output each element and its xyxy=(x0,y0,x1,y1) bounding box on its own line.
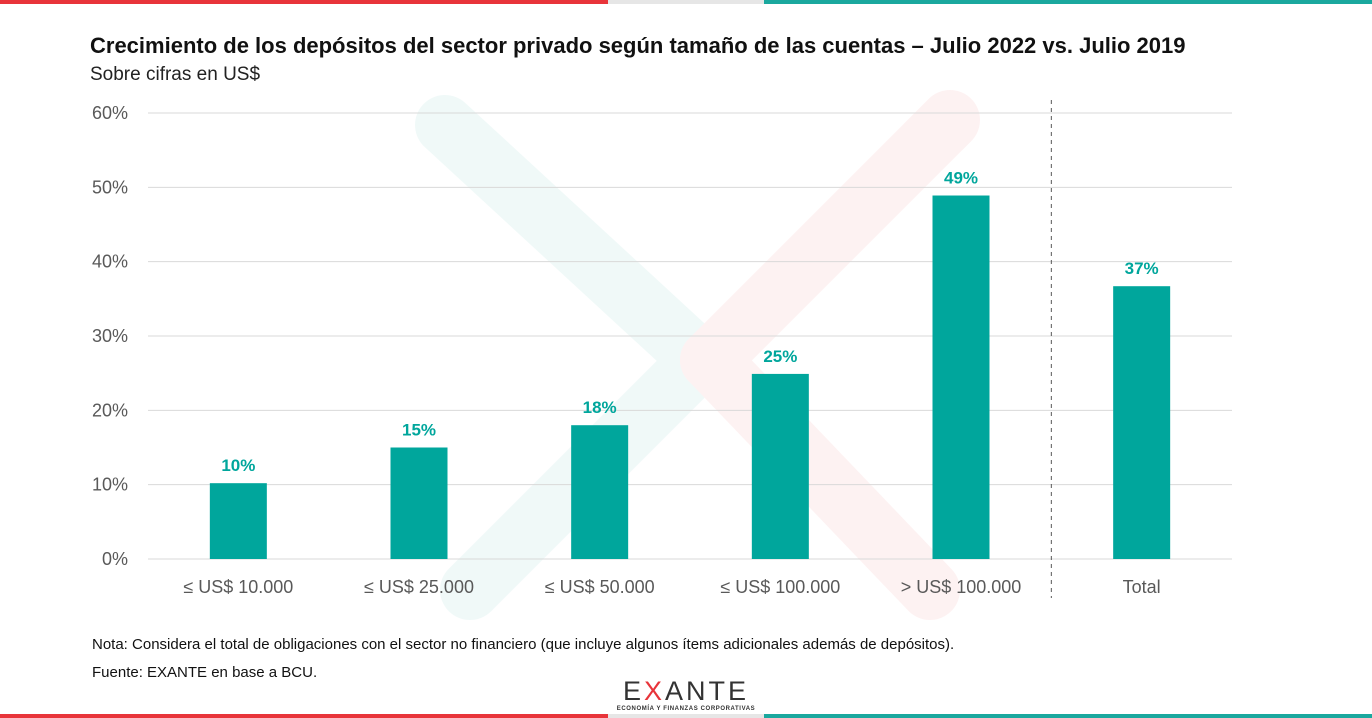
y-tick-label: 30% xyxy=(92,326,128,346)
data-label: 18% xyxy=(583,398,617,417)
bar xyxy=(571,425,629,559)
y-tick-label: 0% xyxy=(102,549,128,569)
y-tick-label: 20% xyxy=(92,400,128,420)
y-tick-label: 60% xyxy=(92,103,128,123)
bar xyxy=(390,447,448,559)
bottom-strip-red xyxy=(0,714,608,718)
logo-wordmark: EXANTE xyxy=(622,676,750,706)
y-tick-label: 10% xyxy=(92,475,128,495)
bar-chart: 0%10%20%30%40%50%60% 10%15%18%25%49%37% … xyxy=(92,90,1232,620)
x-tick-label: ≤ US$ 50.000 xyxy=(545,577,655,597)
data-label: 37% xyxy=(1125,259,1159,278)
data-label: 25% xyxy=(763,347,797,366)
top-strip-red xyxy=(0,0,608,4)
bar xyxy=(1113,286,1171,559)
y-tick-label: 50% xyxy=(92,177,128,197)
y-tick-label: 40% xyxy=(92,252,128,272)
x-tick-label: Total xyxy=(1123,577,1161,597)
exante-logo: EXANTE ECONOMÍA Y FINANZAS CORPORATIVAS xyxy=(612,676,760,716)
bottom-strip-grey xyxy=(608,714,764,718)
footnote: Nota: Considera el total de obligaciones… xyxy=(92,636,955,653)
top-accent-strip xyxy=(0,0,1372,4)
watermark-x-logo xyxy=(415,90,980,620)
bar xyxy=(932,195,990,559)
bottom-strip-teal xyxy=(764,714,1372,718)
top-strip-grey xyxy=(608,0,764,4)
bar xyxy=(209,483,267,559)
logo-tagline: ECONOMÍA Y FINANZAS CORPORATIVAS xyxy=(616,706,756,712)
data-label: 49% xyxy=(944,169,978,188)
top-strip-teal xyxy=(764,0,1372,4)
data-label: 10% xyxy=(221,456,255,475)
bottom-accent-strip xyxy=(0,714,1372,718)
source-note: Fuente: EXANTE en base a BCU. xyxy=(92,664,318,681)
chart-title: Crecimiento de los depósitos del sector … xyxy=(90,33,1186,58)
chart-subtitle: Sobre cifras en US$ xyxy=(90,64,261,85)
x-tick-label: > US$ 100.000 xyxy=(901,577,1022,597)
x-tick-label: ≤ US$ 100.000 xyxy=(720,577,840,597)
x-tick-label: ≤ US$ 10.000 xyxy=(183,577,293,597)
bar xyxy=(751,373,809,559)
x-tick-label: ≤ US$ 25.000 xyxy=(364,577,474,597)
data-label: 15% xyxy=(402,421,436,440)
